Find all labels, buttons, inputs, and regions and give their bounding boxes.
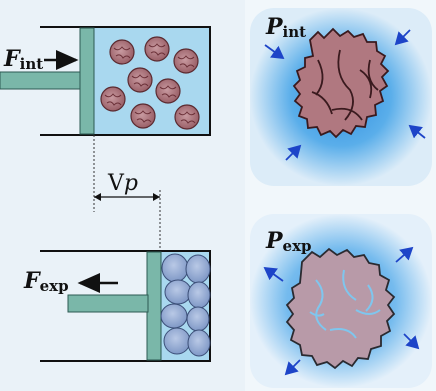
f-exp-label: Fexp (23, 268, 69, 295)
delta-v-label: Vp (107, 171, 138, 196)
swollen-particle (187, 281, 211, 309)
p-int-main: P (265, 14, 284, 40)
particle (109, 39, 135, 65)
p-exp-sub: exp (283, 237, 312, 255)
swollen-particle (163, 327, 191, 355)
f-int-sub: int (20, 55, 44, 73)
p-int-arrow (285, 144, 302, 161)
p-exp-arrow (284, 359, 301, 376)
particle (174, 104, 200, 130)
particle (130, 103, 156, 129)
p-exp-folds (309, 269, 381, 339)
p-int-sub: int (283, 23, 307, 41)
f-int-label: Fint (3, 46, 43, 73)
top-piston-head (79, 27, 95, 135)
top-cylinder: Fint (0, 26, 211, 136)
p-int-arrow (408, 124, 426, 139)
p-int-cell (292, 27, 390, 139)
particle (173, 48, 199, 74)
delta-v-var: p (124, 171, 138, 196)
bottom-cylinder-wall (40, 250, 211, 362)
displacement-indicator: Vp (93, 135, 161, 262)
f-exp-main: F (23, 268, 41, 294)
swollen-particle (185, 254, 211, 284)
bottom-particles (160, 253, 211, 357)
particle (155, 78, 181, 104)
top-piston-rod (0, 71, 81, 90)
p-int-panel: Pint (250, 8, 432, 186)
swollen-particle (186, 306, 210, 332)
p-exp-arrow (403, 333, 420, 350)
top-cylinder-wall (40, 26, 211, 136)
top-particles (100, 36, 200, 130)
swollen-particle (187, 329, 211, 357)
particle (144, 36, 170, 62)
p-int-arrow (264, 44, 285, 60)
particle (100, 86, 126, 112)
f-int-main: F (3, 46, 21, 72)
p-exp-panel: Pexp (250, 214, 432, 388)
p-exp-cell (285, 247, 396, 370)
bottom-piston-rod (67, 294, 149, 313)
p-int-folds (311, 49, 379, 121)
p-exp-arrow (263, 266, 284, 282)
bottom-cylinder: Fexp (23, 250, 211, 362)
swollen-particle (161, 253, 189, 283)
p-exp-label: Pexp (265, 228, 312, 255)
f-exp-sub: exp (40, 277, 69, 295)
p-exp-main: P (265, 228, 284, 254)
bottom-piston-head (146, 251, 162, 361)
delta-v-main: V (107, 171, 125, 196)
p-int-label: Pint (265, 14, 306, 41)
swollen-particle (164, 279, 192, 305)
p-exp-arrow (395, 246, 414, 263)
p-int-arrow (394, 29, 411, 46)
particle (127, 67, 153, 93)
swollen-particle (160, 303, 188, 329)
